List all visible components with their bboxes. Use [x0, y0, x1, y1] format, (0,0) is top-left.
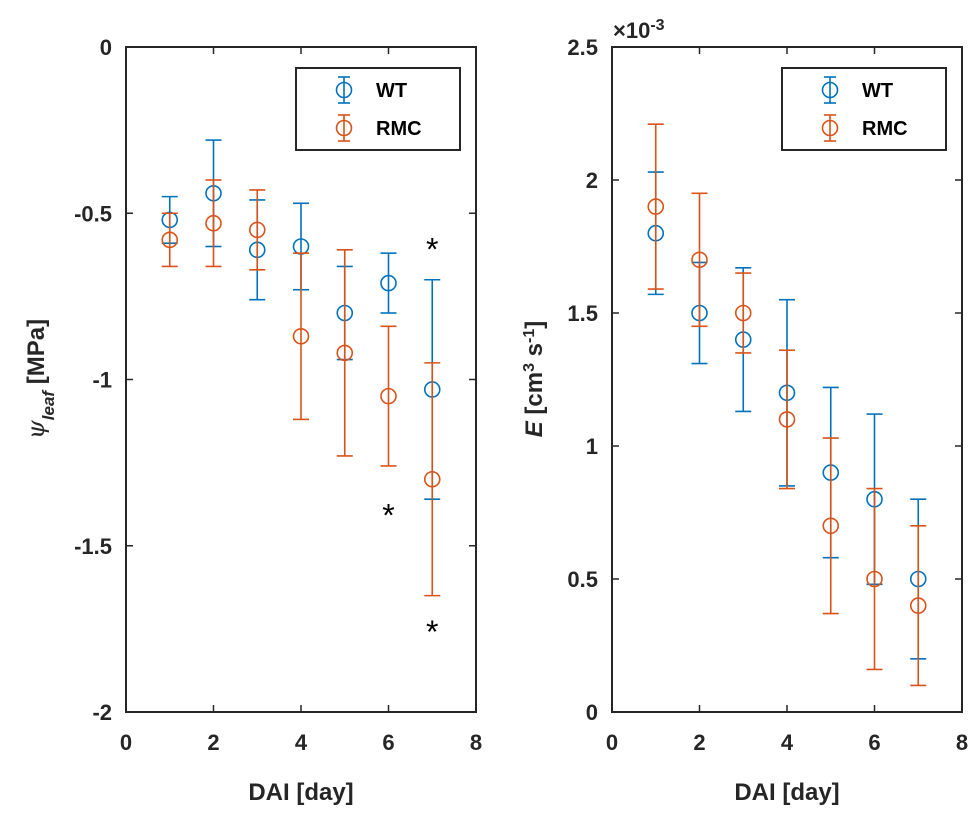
right-y-axis-unit-b: s	[521, 343, 548, 363]
x-tick-label: 2	[693, 730, 705, 755]
legend-marker	[821, 81, 839, 99]
right-y-axis-unit-c: ]	[521, 321, 548, 329]
data-point	[380, 387, 397, 405]
legend-label: WT	[862, 80, 893, 102]
x-tick-label: 4	[295, 730, 308, 755]
series-rmc	[161, 179, 441, 597]
right-legend-entries: WT RMC	[821, 76, 908, 142]
right-y-axis-label: E [cm3 s-1]	[521, 321, 549, 438]
data-point	[691, 251, 708, 269]
legend-label: RMC	[862, 118, 908, 140]
x-tick-label: 8	[956, 730, 968, 755]
x-tick-label: 0	[606, 730, 618, 755]
right-y-axis-sup-b: -1	[521, 329, 538, 343]
left-y-axis-symbol: ψ	[22, 419, 50, 439]
data-point	[161, 231, 179, 249]
right-axis-multiplier: ×10-3	[613, 17, 665, 44]
x-tick-label: 6	[382, 730, 394, 755]
left-panel: 0 2 4 6 8 -2 -1.5 -1 -0.5 0 * * * DAI [day] ψleaf …	[22, 35, 482, 806]
left-y-tick-labels: -2 -1.5 -1 -0.5 0	[74, 35, 112, 725]
left-series	[161, 139, 441, 597]
y-tick-label: 1.5	[567, 301, 598, 326]
significance-marker: *	[426, 614, 438, 650]
right-axis-multiplier-base: ×10	[613, 18, 650, 43]
y-tick-label: -2	[92, 700, 112, 725]
legend-label: WT	[376, 80, 407, 102]
legend-marker	[821, 119, 839, 137]
legend-marker	[335, 81, 353, 99]
data-point	[778, 411, 796, 428]
y-tick-label: 0	[586, 700, 598, 725]
right-y-axis-sup-a: 3	[521, 363, 538, 372]
x-tick-label: 0	[120, 730, 132, 755]
right-y-axis-symbol: E	[521, 420, 548, 437]
y-tick-label: -1	[92, 368, 112, 393]
data-point	[248, 221, 266, 239]
data-point	[822, 517, 840, 535]
y-tick-label: 0	[100, 35, 112, 60]
left-legend-entries: WT RMC	[335, 76, 422, 142]
right-panel: 0 2 4 6 8 0 0.5 1 1.5 2 2.5 DAI [day] E [cm3 s-1]…	[521, 17, 969, 807]
right-y-tick-labels: 0 0.5 1 1.5 2 2.5	[567, 35, 598, 725]
data-point	[734, 304, 752, 322]
right-legend: WT RMC	[781, 67, 947, 151]
left-y-axis-label: ψleaf [MPa]	[22, 319, 58, 439]
data-point	[336, 344, 354, 362]
right-axis-multiplier-exp: -3	[650, 17, 664, 34]
data-point	[909, 597, 927, 614]
x-tick-label: 8	[470, 730, 482, 755]
data-point	[647, 198, 665, 215]
legend-entry-wt: WT	[335, 76, 407, 104]
right-legend-box	[781, 67, 947, 151]
legend-label: RMC	[376, 118, 422, 140]
data-point	[205, 214, 222, 232]
x-tick-label: 6	[868, 730, 880, 755]
left-annotations: * * *	[382, 232, 438, 650]
legend-entry-rmc: RMC	[335, 114, 422, 142]
legend-marker	[335, 119, 353, 137]
right-x-axis-label: DAI [day]	[734, 779, 839, 806]
right-x-tick-labels: 0 2 4 6 8	[606, 730, 968, 755]
data-point	[292, 327, 310, 345]
data-point	[866, 570, 883, 588]
y-tick-label: 1	[586, 434, 598, 459]
legend-entry-wt: WT	[821, 76, 893, 104]
left-legend: WT RMC	[295, 67, 461, 151]
left-legend-box	[295, 67, 461, 151]
right-ticks	[611, 46, 963, 713]
significance-marker: *	[382, 498, 394, 534]
significance-marker: *	[426, 232, 438, 268]
data-point	[423, 470, 441, 488]
y-tick-label: 0.5	[567, 567, 598, 592]
y-tick-label: -0.5	[74, 201, 112, 226]
legend-entry-rmc: RMC	[821, 114, 908, 142]
y-tick-label: 2.5	[567, 35, 598, 60]
right-y-axis-unit-a: [cm	[521, 372, 548, 421]
left-ticks	[125, 46, 477, 713]
right-series	[647, 123, 927, 687]
left-y-axis-unit: [MPa]	[23, 319, 50, 391]
y-tick-label: 2	[586, 168, 598, 193]
left-y-axis-subscript: leaf	[39, 389, 58, 421]
left-x-axis-label: DAI [day]	[248, 779, 353, 806]
left-x-tick-labels: 0 2 4 6 8	[120, 730, 482, 755]
data-point	[380, 274, 397, 292]
y-tick-label: -1.5	[74, 534, 112, 559]
series-rmc	[647, 123, 927, 687]
x-tick-label: 4	[781, 730, 794, 755]
x-tick-label: 2	[207, 730, 219, 755]
